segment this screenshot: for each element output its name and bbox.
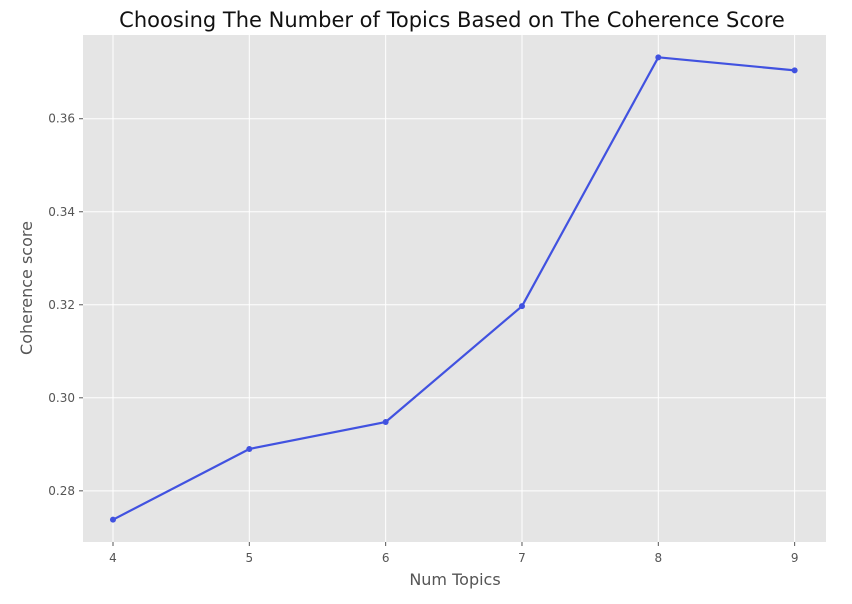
data-point <box>109 516 116 523</box>
data-point <box>382 418 389 425</box>
series-group <box>109 54 798 523</box>
axis-ticks: 4 5 6 7 8 9 0.28 0.30 0.32 0.34 0.36 <box>48 112 798 565</box>
y-tick-label: 0.32 <box>48 298 75 312</box>
plot-area <box>83 35 826 542</box>
x-tick-label: 5 <box>246 551 254 565</box>
chart-title: Choosing The Number of Topics Based on T… <box>119 8 785 32</box>
coherence-series-line <box>112 56 795 521</box>
y-tick-label: 0.28 <box>48 484 75 498</box>
x-tick-label: 4 <box>109 551 117 565</box>
y-axis-label: Coherence score <box>17 221 36 355</box>
data-point <box>655 54 662 61</box>
y-tick-label: 0.36 <box>48 112 75 126</box>
data-point <box>246 445 253 452</box>
x-tick-label: 8 <box>654 551 662 565</box>
data-point <box>791 67 798 74</box>
x-tick-label: 7 <box>518 551 526 565</box>
grid-lines <box>83 35 826 542</box>
y-tick-label: 0.30 <box>48 391 75 405</box>
x-axis-label: Num Topics <box>409 570 500 589</box>
x-tick-label: 9 <box>791 551 799 565</box>
x-tick-label: 6 <box>382 551 390 565</box>
y-tick-label: 0.34 <box>48 205 75 219</box>
data-point <box>518 303 525 310</box>
